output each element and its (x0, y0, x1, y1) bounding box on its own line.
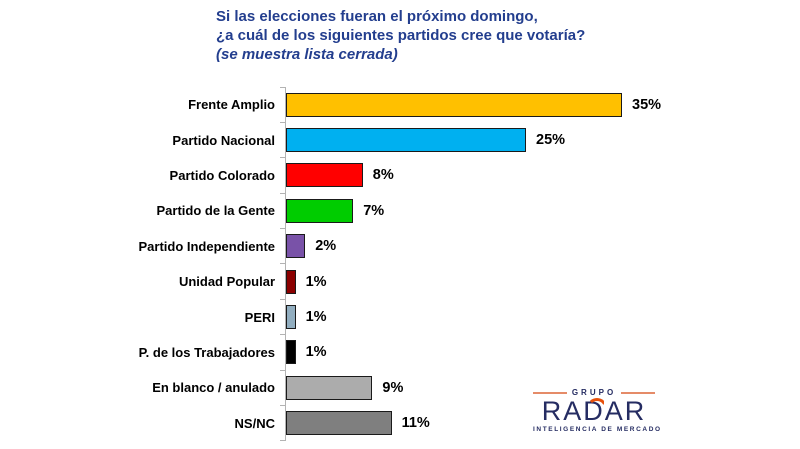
category-label: Unidad Popular (178, 274, 275, 290)
chart-row: En blanco / anulado 9% (0, 369, 800, 406)
category-label: PERI (244, 309, 275, 325)
logo-right-rule (621, 391, 655, 394)
bar-en-blanco-anulado (286, 375, 373, 400)
value-label: 1% (305, 273, 327, 290)
logo-grupo-text: GRUPO (571, 388, 617, 397)
radar-arc-icon (587, 398, 607, 408)
bar-partido-nacional (286, 128, 526, 153)
chart-title: Si las elecciones fueran el próximo domi… (216, 7, 585, 64)
bar-partido-colorado (286, 163, 363, 188)
category-label: Partido Nacional (172, 132, 275, 148)
value-label: 2% (315, 238, 337, 255)
category-label: NS/NC (234, 415, 275, 431)
bar-peri (286, 305, 296, 330)
plot-cell: 25% (280, 121, 800, 158)
value-label: 1% (305, 309, 327, 326)
value-label: 1% (305, 344, 327, 361)
plot-cell: 2% (280, 228, 800, 264)
plot-cell: 1% (280, 334, 800, 371)
grupo-radar-logo: GRUPO RADAR INTELIGENCIA DE MERCADO (533, 388, 662, 433)
bar-unidad-popular (286, 269, 296, 294)
chart-row: P. de los Trabajadores 1% (0, 334, 800, 371)
category-label: Partido Independiente (138, 238, 275, 254)
bar-p-de-los-trabajadores (286, 340, 296, 365)
bar-ns-nc (286, 411, 392, 436)
plot-cell: 1% (280, 263, 800, 300)
chart-title-note: (se muestra lista cerrada) (216, 46, 398, 63)
chart-row: Partido Independiente 2% (0, 228, 800, 264)
plot-cell: 9% (280, 369, 800, 406)
logo-left-rule (533, 391, 567, 394)
chart-row: Unidad Popular 1% (0, 263, 800, 300)
chart-row: Partido Colorado 8% (0, 157, 800, 194)
value-label: 9% (382, 379, 404, 396)
value-label: 11% (401, 415, 430, 432)
logo-radar-text: RADAR (533, 397, 655, 425)
bar-chart: Frente Amplio 35% Partido Nacional 25% P… (0, 86, 800, 442)
plot-cell: 1% (280, 298, 800, 335)
plot-cell: 11% (280, 405, 800, 442)
value-label: 8% (372, 167, 394, 184)
bar-partido-de-la-gente (286, 198, 354, 223)
chart-row: Partido de la Gente 7% (0, 192, 800, 229)
category-label: P. de los Trabajadores (138, 344, 275, 360)
chart-title-line1: Si las elecciones fueran el próximo domi… (216, 8, 538, 25)
plot-cell: 35% (280, 86, 800, 123)
plot-cell: 8% (280, 157, 800, 194)
category-label: Frente Amplio (188, 97, 275, 113)
category-label: Partido Colorado (169, 167, 275, 183)
value-label: 7% (363, 202, 385, 219)
bar-partido-independiente (286, 234, 306, 259)
logo-top-row: GRUPO (533, 388, 655, 397)
category-label: Partido de la Gente (156, 203, 275, 219)
category-label: En blanco / anulado (152, 380, 275, 396)
chart-row: Frente Amplio 35% (0, 86, 800, 123)
plot-cell: 7% (280, 192, 800, 229)
chart-title-line2: ¿a cuál de los siguientes partidos cree … (216, 27, 586, 44)
bar-frente-amplio (286, 92, 622, 117)
value-label: 25% (536, 132, 566, 149)
chart-row: PERI 1% (0, 298, 800, 335)
chart-row: Partido Nacional 25% (0, 121, 800, 158)
chart-row: NS/NC 11% (0, 405, 800, 442)
value-label: 35% (632, 96, 662, 113)
logo-subtitle: INTELIGENCIA DE MERCADO (533, 426, 662, 433)
